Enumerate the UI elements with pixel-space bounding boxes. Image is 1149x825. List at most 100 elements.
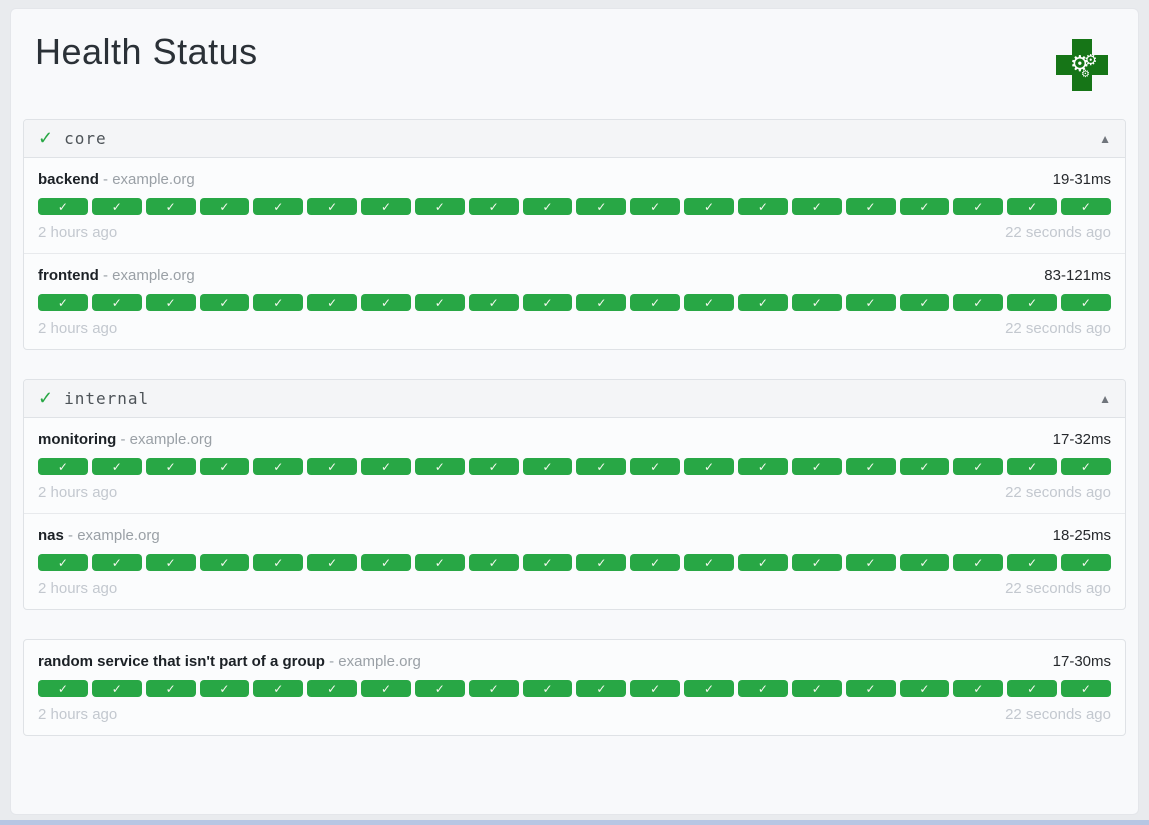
health-check-badge-success[interactable]: ✓	[468, 458, 519, 475]
health-check-badge-success[interactable]: ✓	[953, 554, 1004, 571]
health-check-badge-success[interactable]: ✓	[307, 458, 358, 475]
health-check-badge-success[interactable]: ✓	[468, 554, 519, 571]
health-check-badge-success[interactable]: ✓	[414, 554, 465, 571]
health-check-badge-success[interactable]: ✓	[1007, 554, 1058, 571]
health-check-badge-success[interactable]: ✓	[145, 554, 196, 571]
health-check-badge-success[interactable]: ✓	[953, 294, 1004, 311]
health-check-badge-success[interactable]: ✓	[199, 554, 250, 571]
health-check-badge-success[interactable]: ✓	[845, 458, 896, 475]
health-check-badge-success[interactable]: ✓	[1007, 198, 1058, 215]
health-check-badge-success[interactable]: ✓	[684, 294, 734, 311]
health-check-badge-success[interactable]: ✓	[1061, 680, 1111, 697]
health-check-badge-success[interactable]: ✓	[38, 554, 88, 571]
health-check-badge-success[interactable]: ✓	[1061, 198, 1111, 215]
health-check-badge-success[interactable]: ✓	[145, 680, 196, 697]
health-check-badge-success[interactable]: ✓	[791, 458, 842, 475]
health-check-badge-success[interactable]: ✓	[899, 198, 950, 215]
health-check-badge-success[interactable]: ✓	[1061, 554, 1111, 571]
health-check-badge-success[interactable]: ✓	[845, 294, 896, 311]
health-check-badge-success[interactable]: ✓	[684, 680, 734, 697]
health-check-badge-success[interactable]: ✓	[576, 680, 627, 697]
health-check-badge-success[interactable]: ✓	[38, 680, 88, 697]
health-check-badge-success[interactable]: ✓	[91, 458, 142, 475]
health-check-badge-success[interactable]: ✓	[953, 458, 1004, 475]
health-check-badge-success[interactable]: ✓	[145, 294, 196, 311]
health-check-badge-success[interactable]: ✓	[145, 198, 196, 215]
health-check-badge-success[interactable]: ✓	[576, 458, 627, 475]
health-check-badge-success[interactable]: ✓	[414, 198, 465, 215]
health-check-badge-success[interactable]: ✓	[899, 680, 950, 697]
health-check-badge-success[interactable]: ✓	[522, 680, 573, 697]
health-check-badge-success[interactable]: ✓	[737, 554, 788, 571]
health-check-badge-success[interactable]: ✓	[684, 554, 734, 571]
health-check-badge-success[interactable]: ✓	[576, 294, 627, 311]
health-check-badge-success[interactable]: ✓	[737, 294, 788, 311]
health-check-badge-success[interactable]: ✓	[1061, 458, 1111, 475]
group-header[interactable]: ✓ core ▲	[24, 120, 1125, 158]
health-check-badge-success[interactable]: ✓	[414, 458, 465, 475]
health-check-badge-success[interactable]: ✓	[630, 294, 681, 311]
health-check-badge-success[interactable]: ✓	[1007, 680, 1058, 697]
health-check-badge-success[interactable]: ✓	[522, 294, 573, 311]
health-check-badge-success[interactable]: ✓	[91, 198, 142, 215]
health-check-badge-success[interactable]: ✓	[737, 458, 788, 475]
health-check-badge-success[interactable]: ✓	[468, 680, 519, 697]
health-check-badge-success[interactable]: ✓	[414, 680, 465, 697]
health-check-badge-success[interactable]: ✓	[737, 680, 788, 697]
health-check-badge-success[interactable]: ✓	[361, 458, 411, 475]
health-check-badge-success[interactable]: ✓	[576, 554, 627, 571]
health-check-badge-success[interactable]: ✓	[38, 198, 88, 215]
group-header[interactable]: ✓ internal ▲	[24, 380, 1125, 418]
health-check-badge-success[interactable]: ✓	[630, 680, 681, 697]
health-check-badge-success[interactable]: ✓	[737, 198, 788, 215]
health-check-badge-success[interactable]: ✓	[630, 554, 681, 571]
health-check-badge-success[interactable]: ✓	[684, 458, 734, 475]
health-check-badge-success[interactable]: ✓	[791, 294, 842, 311]
health-check-badge-success[interactable]: ✓	[361, 554, 411, 571]
health-check-badge-success[interactable]: ✓	[791, 554, 842, 571]
health-check-badge-success[interactable]: ✓	[899, 458, 950, 475]
health-check-badge-success[interactable]: ✓	[522, 198, 573, 215]
health-check-badge-success[interactable]: ✓	[899, 554, 950, 571]
health-check-badge-success[interactable]: ✓	[845, 680, 896, 697]
health-check-badge-success[interactable]: ✓	[1007, 294, 1058, 311]
health-check-badge-success[interactable]: ✓	[91, 554, 142, 571]
health-check-badge-success[interactable]: ✓	[684, 198, 734, 215]
health-check-badge-success[interactable]: ✓	[91, 680, 142, 697]
health-check-badge-success[interactable]: ✓	[361, 198, 411, 215]
health-check-badge-success[interactable]: ✓	[145, 458, 196, 475]
health-check-badge-success[interactable]: ✓	[253, 458, 304, 475]
health-check-badge-success[interactable]: ✓	[1007, 458, 1058, 475]
health-check-badge-success[interactable]: ✓	[361, 294, 411, 311]
health-check-badge-success[interactable]: ✓	[468, 294, 519, 311]
health-check-badge-success[interactable]: ✓	[38, 458, 88, 475]
health-check-badge-success[interactable]: ✓	[845, 198, 896, 215]
health-check-badge-success[interactable]: ✓	[522, 554, 573, 571]
health-check-badge-success[interactable]: ✓	[630, 198, 681, 215]
health-check-badge-success[interactable]: ✓	[253, 294, 304, 311]
health-check-badge-success[interactable]: ✓	[199, 680, 250, 697]
health-check-badge-success[interactable]: ✓	[253, 198, 304, 215]
health-check-badge-success[interactable]: ✓	[361, 680, 411, 697]
health-check-badge-success[interactable]: ✓	[1061, 294, 1111, 311]
health-check-badge-success[interactable]: ✓	[791, 680, 842, 697]
health-check-badge-success[interactable]: ✓	[307, 554, 358, 571]
health-check-badge-success[interactable]: ✓	[253, 554, 304, 571]
health-check-badge-success[interactable]: ✓	[307, 680, 358, 697]
health-check-badge-success[interactable]: ✓	[199, 198, 250, 215]
health-check-badge-success[interactable]: ✓	[307, 198, 358, 215]
health-check-badge-success[interactable]: ✓	[522, 458, 573, 475]
health-check-badge-success[interactable]: ✓	[576, 198, 627, 215]
health-check-badge-success[interactable]: ✓	[199, 294, 250, 311]
health-check-badge-success[interactable]: ✓	[199, 458, 250, 475]
health-check-badge-success[interactable]: ✓	[953, 680, 1004, 697]
health-check-badge-success[interactable]: ✓	[791, 198, 842, 215]
health-check-badge-success[interactable]: ✓	[899, 294, 950, 311]
health-check-badge-success[interactable]: ✓	[845, 554, 896, 571]
health-check-badge-success[interactable]: ✓	[630, 458, 681, 475]
health-check-badge-success[interactable]: ✓	[253, 680, 304, 697]
health-check-badge-success[interactable]: ✓	[38, 294, 88, 311]
health-check-badge-success[interactable]: ✓	[953, 198, 1004, 215]
health-check-badge-success[interactable]: ✓	[468, 198, 519, 215]
health-check-badge-success[interactable]: ✓	[414, 294, 465, 311]
